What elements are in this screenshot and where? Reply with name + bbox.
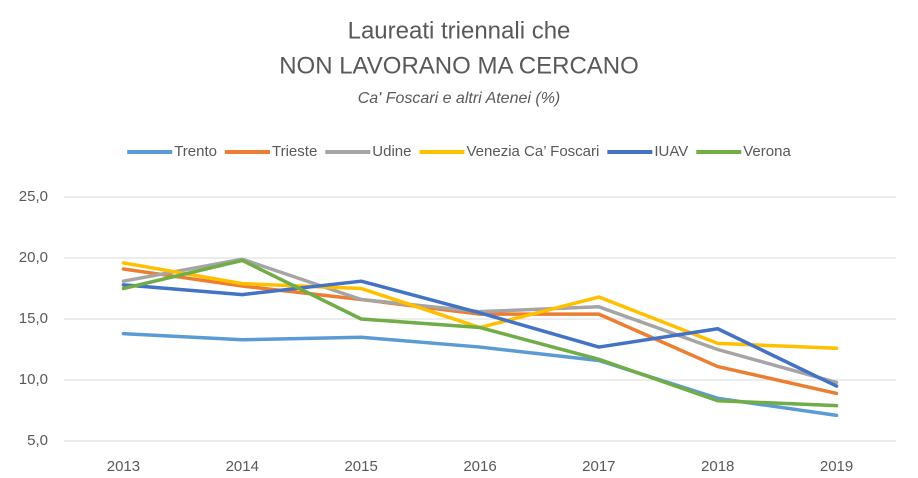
- series-line: [121, 257, 839, 385]
- legend-label: Trento: [174, 143, 217, 160]
- legend-label: IUAV: [654, 143, 688, 160]
- legend-label: Venezia Ca’ Foscari: [467, 143, 600, 160]
- x-tick-label: 2013: [107, 458, 140, 475]
- x-tick-label: 2017: [582, 458, 615, 475]
- x-tick-label: 2019: [820, 458, 853, 475]
- x-tick-label: 2016: [463, 458, 496, 475]
- y-tick-label: 15,0: [19, 310, 48, 327]
- y-tick-label: 20,0: [19, 249, 48, 266]
- x-tick-label: 2018: [701, 458, 734, 475]
- x-tick-label: 2015: [344, 458, 377, 475]
- legend-label: Trieste: [272, 143, 317, 160]
- chart-subtitle: Ca' Foscari e altri Atenei (%): [358, 90, 561, 107]
- legend-label: Verona: [743, 143, 791, 160]
- x-tick-label: 2014: [226, 458, 259, 475]
- chart-title: Laureati triennali che: [348, 17, 571, 44]
- legend-label: Udine: [372, 143, 411, 160]
- series-line: [121, 331, 839, 418]
- y-tick-label: 25,0: [19, 188, 48, 205]
- series-line: [121, 258, 839, 408]
- y-tick-label: 10,0: [19, 371, 48, 388]
- y-tick-label: 5,0: [27, 432, 48, 449]
- chart-title: NON LAVORANO MA CERCANO: [279, 52, 639, 79]
- series-line: [121, 267, 839, 396]
- series-line: [121, 279, 839, 388]
